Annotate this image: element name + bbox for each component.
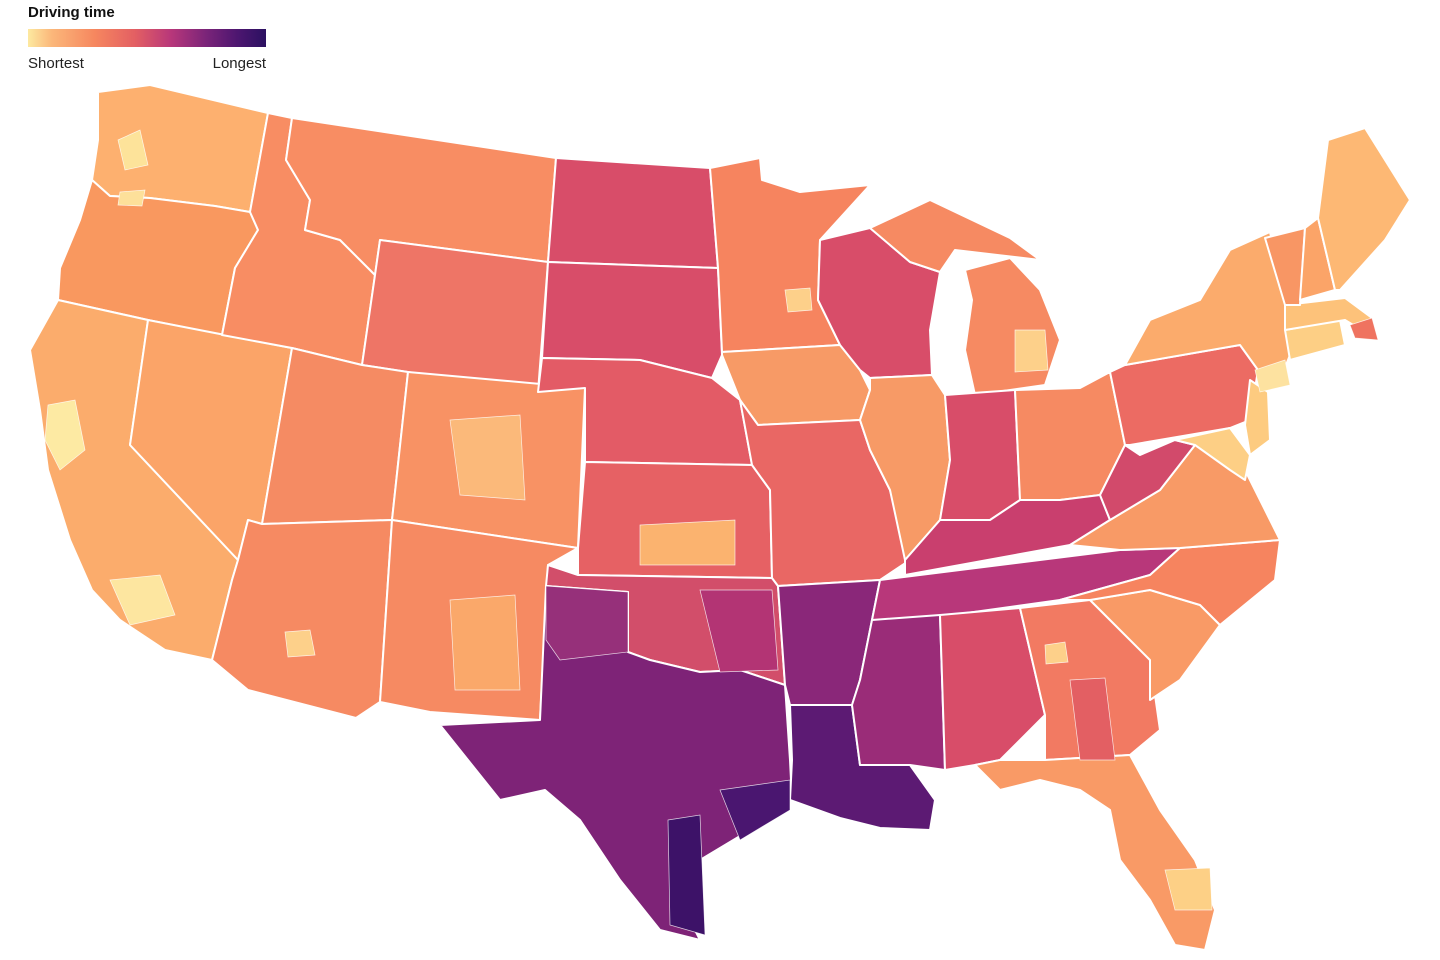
subregion-south-georgia bbox=[1069, 677, 1116, 761]
state-new-jersey[interactable] bbox=[1244, 379, 1271, 456]
subregion-nyc bbox=[1254, 359, 1291, 393]
state-north-dakota[interactable] bbox=[547, 157, 719, 269]
state-washington[interactable] bbox=[91, 84, 269, 213]
subregion-layer bbox=[44, 129, 1379, 936]
subregion-east-colorado bbox=[639, 519, 736, 566]
subregion-atlanta bbox=[1044, 641, 1069, 665]
state-florida[interactable] bbox=[974, 754, 1216, 951]
subregion-seattle bbox=[117, 129, 149, 171]
subregion-cape-cod bbox=[1349, 317, 1379, 341]
subregion-south-texas bbox=[667, 814, 706, 936]
subregion-north-central-texas bbox=[545, 585, 629, 661]
state-maine[interactable] bbox=[1317, 127, 1411, 291]
subregion-miami bbox=[1164, 867, 1213, 911]
subregion-west-texas bbox=[449, 594, 521, 691]
state-michigan[interactable] bbox=[869, 199, 1061, 396]
subregion-detroit bbox=[1014, 329, 1049, 373]
subregion-portland bbox=[117, 189, 146, 207]
subregion-los-angeles bbox=[109, 574, 176, 626]
legend-color-bar bbox=[28, 29, 266, 47]
subregion-denver bbox=[449, 414, 526, 501]
state-indiana[interactable] bbox=[939, 389, 1021, 521]
state-kentucky[interactable] bbox=[904, 494, 1111, 576]
subregion-minneapolis bbox=[784, 287, 813, 313]
subregion-bay-area bbox=[44, 399, 86, 471]
subregion-phoenix bbox=[284, 629, 316, 658]
state-vermont[interactable] bbox=[1264, 227, 1306, 306]
legend-title: Driving time bbox=[28, 4, 115, 21]
states-layer bbox=[29, 84, 1411, 951]
subregion-houston bbox=[719, 779, 791, 841]
state-north-carolina[interactable] bbox=[1059, 539, 1281, 626]
state-maryland[interactable] bbox=[1174, 427, 1251, 481]
legend-min-label: Shortest bbox=[28, 55, 84, 72]
state-missouri[interactable] bbox=[739, 399, 911, 587]
subregion-east-oklahoma bbox=[699, 589, 779, 673]
legend-max-label: Longest bbox=[212, 55, 266, 72]
legend: Driving time Shortest Longest bbox=[28, 4, 268, 72]
